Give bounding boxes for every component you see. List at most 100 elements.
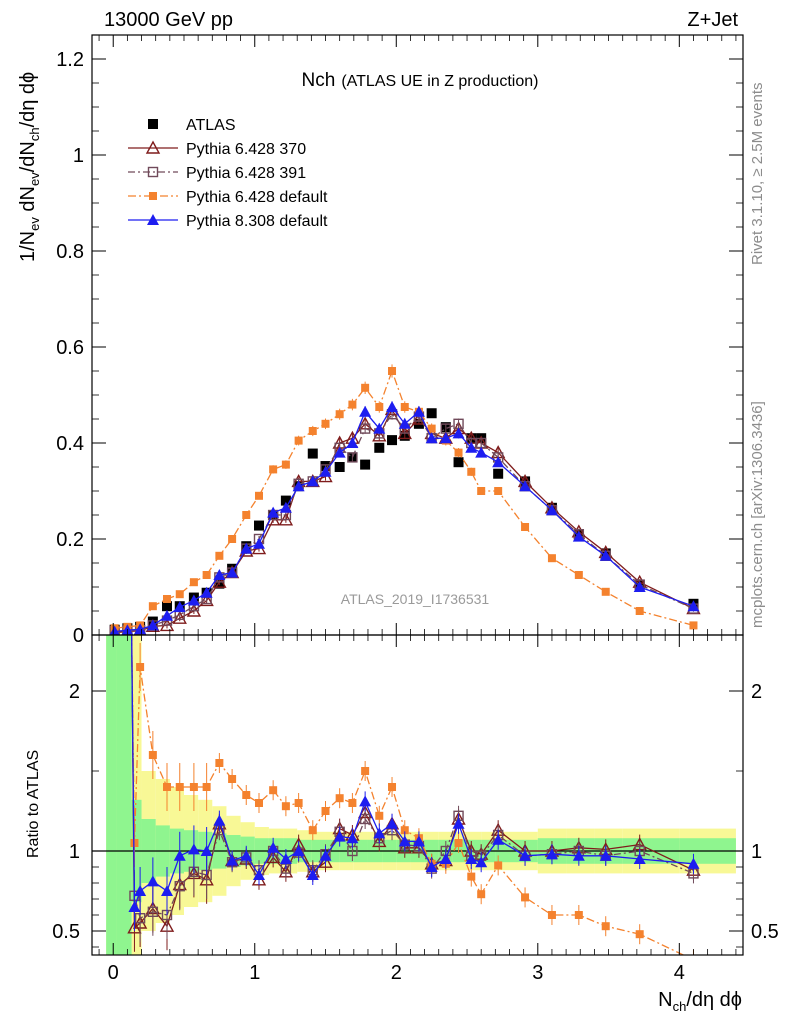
legend-label: Pythia 6.428 370 xyxy=(186,141,306,158)
point-pythia-6-428-default xyxy=(202,571,211,579)
ratio-point-pythia-8-308-default xyxy=(213,814,226,826)
point-pythia-6-428-default xyxy=(308,427,317,435)
ratio-point-pythia-6-428-default xyxy=(521,893,530,902)
ratio-point-pythia-8-308-default xyxy=(134,885,147,896)
point-pythia-6-428-default xyxy=(242,511,251,519)
ratio-point-pythia-8-308-default xyxy=(452,817,465,829)
ratio-point-pythia-8-308-default xyxy=(187,843,200,855)
point-pythia-6-428-default xyxy=(427,424,436,433)
point-pythia-6-428-default xyxy=(335,410,344,419)
legend-marker xyxy=(147,214,159,225)
point-pythia-8-308-default xyxy=(439,432,452,444)
analysis-label: ATLAS_2019_I1736531 xyxy=(341,591,490,607)
main-plot-area xyxy=(109,364,701,635)
x-tick-label: 1 xyxy=(249,962,260,984)
point-pythia-6-428-default xyxy=(281,460,290,469)
point-atlas xyxy=(426,408,437,419)
ratio-point-pythia-6-428-default xyxy=(388,783,397,791)
point-pythia-8-308-default xyxy=(545,504,558,516)
point-pythia-8-308-default xyxy=(146,619,159,631)
point-pythia-6-428-default xyxy=(361,383,370,392)
y-tick-label: 0.8 xyxy=(56,241,84,263)
series-line-pythia-6-428-391 xyxy=(114,413,694,632)
point-pythia-6-428-default xyxy=(348,400,357,409)
point-pythia-8-308-default xyxy=(252,537,265,549)
point-pythia-8-308-default xyxy=(687,600,700,612)
ratio-plot-area xyxy=(127,635,701,964)
legend: ATLAS Pythia 6.428 370 Pythia 6.428 391 Pyt… xyxy=(128,117,328,230)
x-tick-label: 4 xyxy=(674,962,685,984)
point-pythia-8-308-default xyxy=(267,506,280,518)
point-pythia-8-308-default xyxy=(373,422,386,434)
ratio-point-pythia-8-308-default xyxy=(359,795,372,807)
ratio-point-pythia-6-428-default xyxy=(175,783,184,791)
ratio-y-tick-label-right: 0.5 xyxy=(751,921,779,943)
ratio-point-pythia-8-308-default xyxy=(333,830,346,842)
y-tick-label: 1.2 xyxy=(56,49,84,71)
ratio-point-pythia-8-308-default xyxy=(687,857,700,869)
point-pythia-6-428-default xyxy=(228,535,237,543)
ratio-point-pythia-8-308-default xyxy=(252,869,265,880)
ratio-point-pythia-8-308-default xyxy=(465,853,478,864)
ratio-uncertainty-bands xyxy=(92,635,743,955)
ratio-plot-series xyxy=(127,635,701,964)
point-pythia-8-308-default xyxy=(187,594,200,606)
point-pythia-8-308-default xyxy=(319,465,332,477)
point-pythia-6-428-391 xyxy=(359,423,371,434)
ratio-point-pythia-8-308-default xyxy=(633,853,646,864)
point-atlas xyxy=(253,520,264,531)
ratio-point-pythia-6-428-default xyxy=(467,872,476,881)
main-y-axis-label: 1/Nev dNev/dNch/dη dϕ xyxy=(17,72,42,262)
ratio-point-pythia-8-308-default xyxy=(398,835,411,847)
ratio-point-pythia-8-308-default xyxy=(292,845,305,856)
point-pythia-6-428-default xyxy=(635,607,644,615)
point-pythia-6-428-default xyxy=(175,590,184,599)
point-pythia-8-308-default xyxy=(292,480,305,492)
ratio-point-pythia-6-428-default xyxy=(574,911,583,919)
point-atlas xyxy=(280,495,291,506)
ratio-point-pythia-8-308-default xyxy=(226,854,239,866)
point-pythia-6-428-default xyxy=(375,403,384,411)
point-pythia-8-308-default xyxy=(386,401,399,412)
legend-label: Pythia 6.428 391 xyxy=(186,165,306,182)
plot-title: Nch (ATLAS UE in Z production) xyxy=(302,70,539,91)
point-pythia-6-428-default xyxy=(400,403,409,411)
point-pythia-6-428-default xyxy=(494,487,503,495)
point-pythia-8-308-default xyxy=(492,456,505,468)
ratio-y-tick-label: 2 xyxy=(69,681,80,703)
ratio-point-pythia-6-428-default xyxy=(601,922,610,931)
ratio-point-pythia-6-428-default xyxy=(689,956,697,964)
point-atlas xyxy=(334,462,345,472)
point-atlas xyxy=(162,601,173,612)
ratio-band-inner xyxy=(116,635,132,955)
legend-label: Pythia 6.428 default xyxy=(186,189,328,206)
ratio-point-pythia-8-308-default xyxy=(128,901,141,912)
point-pythia-8-308-default xyxy=(519,480,532,492)
ratio-point-pythia-8-308-default xyxy=(572,849,585,861)
point-pythia-6-428-default xyxy=(163,595,172,603)
ratio-point-pythia-8-308-default xyxy=(425,861,438,872)
point-pythia-8-308-default xyxy=(572,530,585,542)
ratio-point-pythia-6-428-default xyxy=(348,799,357,807)
point-pythia-6-428-default xyxy=(454,448,463,457)
point-pythia-6-428-default xyxy=(467,467,476,476)
header-right: Z+Jet xyxy=(687,9,738,31)
ratio-point-pythia-8-308-default xyxy=(475,856,488,868)
point-pythia-6-428-default xyxy=(148,602,157,611)
x-axis-label: Nch/dη dϕ xyxy=(658,989,742,1014)
ratio-point-pythia-6-428-default xyxy=(400,826,409,835)
y-tick-label: 0 xyxy=(73,625,84,647)
point-pythia-8-308-default xyxy=(633,581,646,592)
point-pythia-6-428-370 xyxy=(172,610,187,624)
ratio-point-pythia-8-308-default xyxy=(267,841,280,853)
ratio-point-pythia-6-428-default xyxy=(547,911,556,919)
ratio-point-pythia-6-428-370 xyxy=(318,854,333,868)
ratio-point-pythia-8-308-default xyxy=(599,849,612,861)
x-tick-label: 2 xyxy=(391,962,402,984)
point-pythia-8-308-default xyxy=(279,501,292,513)
ratio-point-pythia-8-308-default xyxy=(439,853,452,864)
ratio-point-pythia-6-428-default xyxy=(269,786,278,795)
ratio-y-tick-label: 0.5 xyxy=(52,921,80,943)
ratio-point-pythia-8-308-default xyxy=(373,827,386,839)
